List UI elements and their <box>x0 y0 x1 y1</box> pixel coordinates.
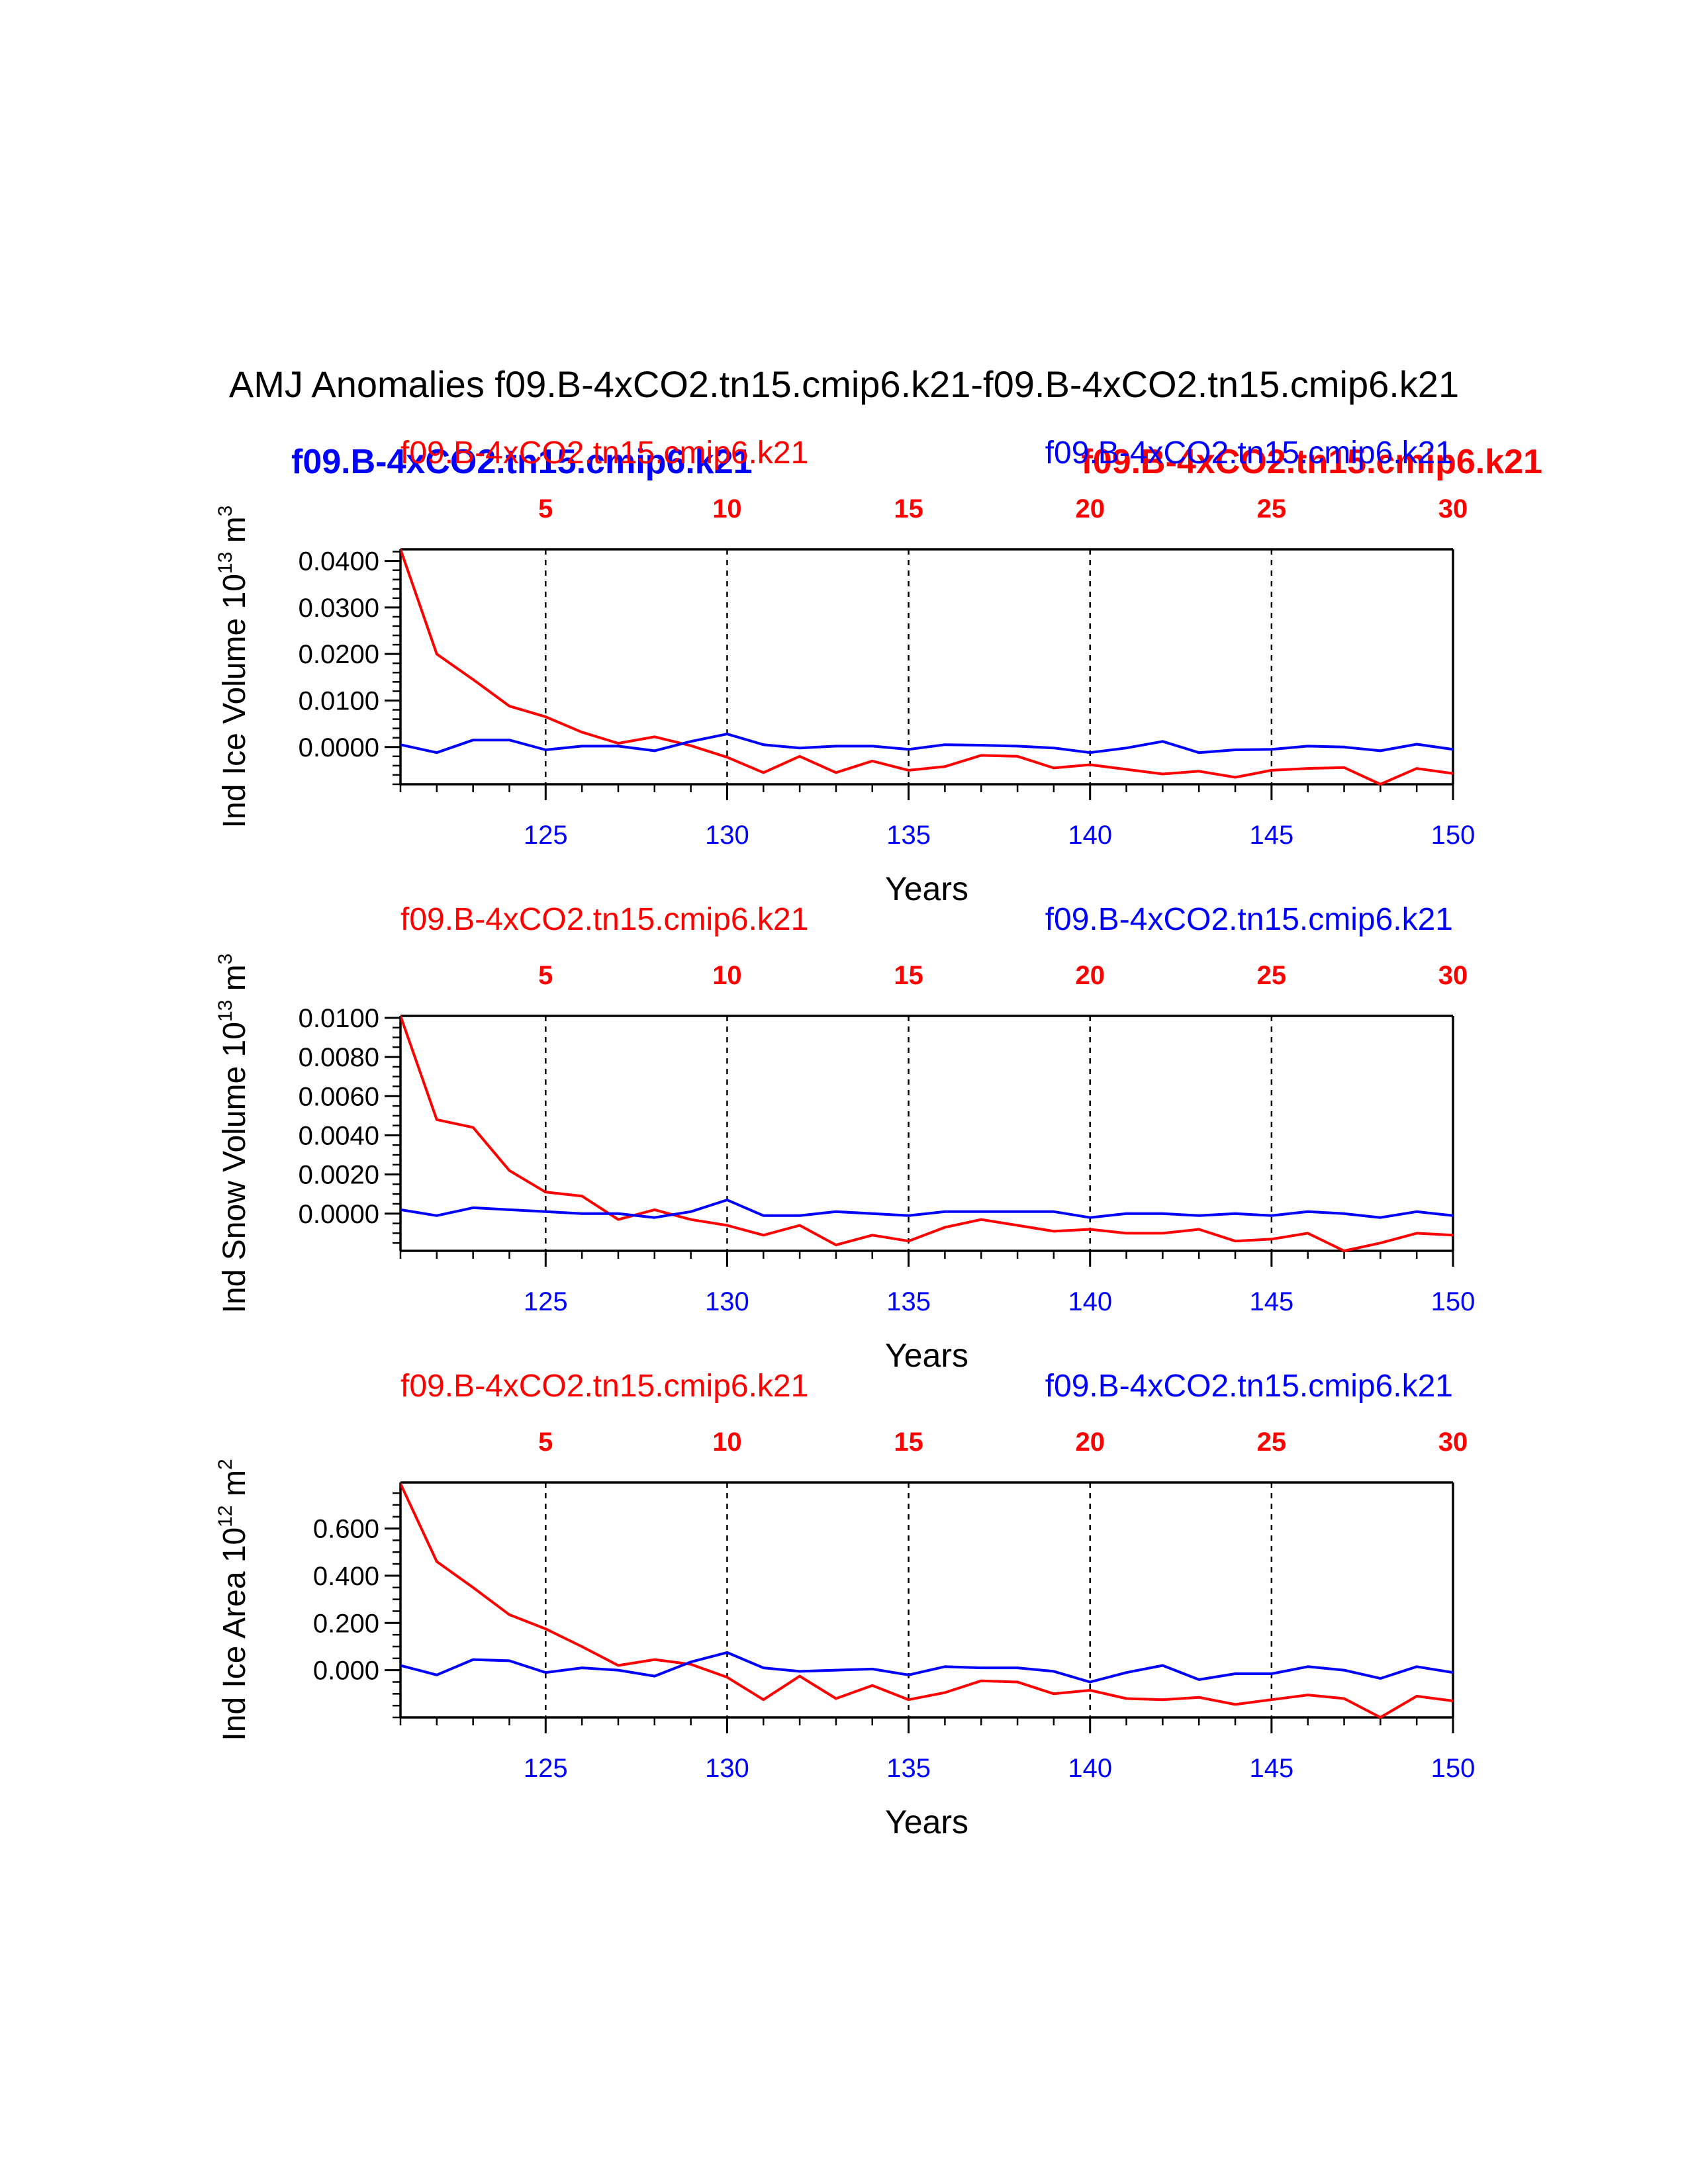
y-tick-label: 0.000 <box>313 1657 379 1686</box>
top-label-red: f09.B-4xCO2.tn15.cmip6.k21 <box>400 435 808 471</box>
series-line-red <box>400 1482 1453 1719</box>
x-top-tick-label: 15 <box>894 1428 923 1457</box>
x-top-tick-label: 15 <box>894 494 923 523</box>
x-top-tick-label: 25 <box>1257 494 1287 523</box>
figure-title: AMJ Anomalies f09.B-4xCO2.tn15.cmip6.k21… <box>229 363 1459 405</box>
x-top-tick-label: 5 <box>538 961 553 990</box>
x-bottom-tick-label: 150 <box>1431 1287 1476 1316</box>
y-axis-title-exp: 13 <box>214 1000 236 1022</box>
x-top-tick-label: 30 <box>1438 1428 1468 1457</box>
y-tick-label: 0.400 <box>313 1562 379 1591</box>
y-axis-title-exp: 12 <box>214 1505 236 1527</box>
y-axis-title-unit-exp: 2 <box>214 1459 236 1470</box>
y-tick-label: 0.0100 <box>299 686 379 715</box>
x-bottom-tick-label: 135 <box>886 821 931 850</box>
y-tick-label: 0.0100 <box>299 1004 379 1033</box>
x-top-tick-label: 10 <box>712 494 742 523</box>
x-top-tick-label: 5 <box>538 494 553 523</box>
series-line-blue <box>400 1199 1453 1219</box>
x-bottom-tick-label: 150 <box>1431 1754 1476 1783</box>
y-axis-title-unit-exp: 3 <box>214 954 236 965</box>
legend-bold-right: f09.B-4xCO2.tn15.cmip6.k21 <box>1081 443 1542 481</box>
x-top-tick-label: 30 <box>1438 494 1468 523</box>
x-top-tick-label: 10 <box>712 1428 742 1457</box>
y-axis-title: Ind Ice Volume 1013 m3 <box>214 506 252 829</box>
x-bottom-tick-label: 145 <box>1249 821 1293 850</box>
x-bottom-tick-label: 135 <box>886 1287 931 1316</box>
y-axis-title-unit: m <box>217 1470 252 1505</box>
x-bottom-tick-label: 130 <box>705 1287 749 1316</box>
top-label-blue: f09.B-4xCO2.tn15.cmip6.k21 <box>1045 1369 1453 1404</box>
x-top-tick-label: 10 <box>712 961 742 990</box>
x-bottom-tick-label: 125 <box>524 1287 568 1316</box>
x-bottom-tick-label: 130 <box>705 821 749 850</box>
series-line-blue <box>400 1651 1453 1684</box>
y-axis-title: Ind Snow Volume 1013 m3 <box>214 954 252 1314</box>
x-top-tick-label: 25 <box>1257 1428 1287 1457</box>
y-tick-label: 0.0080 <box>299 1043 379 1072</box>
x-bottom-tick-label: 145 <box>1249 1754 1293 1783</box>
y-tick-label: 0.600 <box>313 1515 379 1544</box>
x-bottom-tick-label: 130 <box>705 1754 749 1783</box>
y-axis-title-unit: m <box>217 516 252 551</box>
x-axis-title: Years <box>885 1803 968 1841</box>
x-top-tick-label: 25 <box>1257 961 1287 990</box>
y-axis-title-unit-exp: 3 <box>214 506 236 517</box>
x-top-tick-label: 20 <box>1075 494 1105 523</box>
y-tick-label: 0.200 <box>313 1609 379 1638</box>
x-bottom-tick-label: 150 <box>1431 821 1476 850</box>
x-top-tick-label: 15 <box>894 961 923 990</box>
y-axis-title-main: Ind Ice Volume 10 <box>217 574 252 828</box>
series-line-red <box>400 1015 1453 1252</box>
x-bottom-tick-label: 125 <box>524 821 568 850</box>
y-axis-title-exp: 13 <box>214 552 236 574</box>
series-line-blue <box>400 733 1453 754</box>
y-tick-label: 0.0200 <box>299 640 379 669</box>
series-line-red <box>400 549 1453 786</box>
y-axis-title: Ind Ice Area 1012 m2 <box>214 1459 252 1741</box>
y-tick-label: 0.0060 <box>299 1082 379 1111</box>
x-bottom-tick-label: 140 <box>1068 821 1112 850</box>
chart-snow-volume: 0.0000 0.0020 0.0040 0.0060 0.0080 0.0100 125 1… <box>214 902 1475 1374</box>
x-top-tick-label: 20 <box>1075 961 1105 990</box>
x-top-tick-label: 20 <box>1075 1428 1105 1457</box>
legend-bold-left: f09.B-4xCO2.tn15.cmip6.k21 <box>291 443 753 481</box>
y-tick-label: 0.0020 <box>299 1161 379 1190</box>
y-axis-title-unit: m <box>217 964 252 999</box>
y-tick-label: 0.0040 <box>299 1121 379 1150</box>
x-top-tick-label: 5 <box>538 1428 553 1457</box>
y-axis-title-main: Ind Snow Volume 10 <box>217 1022 252 1313</box>
top-label-red: f09.B-4xCO2.tn15.cmip6.k21 <box>400 902 808 937</box>
x-axis-title: Years <box>885 870 968 907</box>
chart-ice-area: 0.000 0.200 0.400 0.600 125 130 135 140 145 150 5 1… <box>214 1369 1475 1841</box>
y-tick-label: 0.0000 <box>299 733 379 762</box>
x-bottom-tick-label: 135 <box>886 1754 931 1783</box>
x-bottom-tick-label: 140 <box>1068 1287 1112 1316</box>
top-label-blue: f09.B-4xCO2.tn15.cmip6.k21 <box>1045 435 1453 471</box>
top-label-blue: f09.B-4xCO2.tn15.cmip6.k21 <box>1045 902 1453 937</box>
x-axis-title: Years <box>885 1337 968 1374</box>
y-tick-label: 0.0300 <box>299 594 379 623</box>
x-bottom-tick-label: 145 <box>1249 1287 1293 1316</box>
y-axis-title-main: Ind Ice Area 10 <box>217 1527 252 1741</box>
y-tick-label: 0.0400 <box>299 547 379 576</box>
x-bottom-tick-label: 125 <box>524 1754 568 1783</box>
x-bottom-tick-label: 140 <box>1068 1754 1112 1783</box>
top-label-red: f09.B-4xCO2.tn15.cmip6.k21 <box>400 1369 808 1404</box>
x-top-tick-label: 30 <box>1438 961 1468 990</box>
y-tick-label: 0.0000 <box>299 1200 379 1229</box>
